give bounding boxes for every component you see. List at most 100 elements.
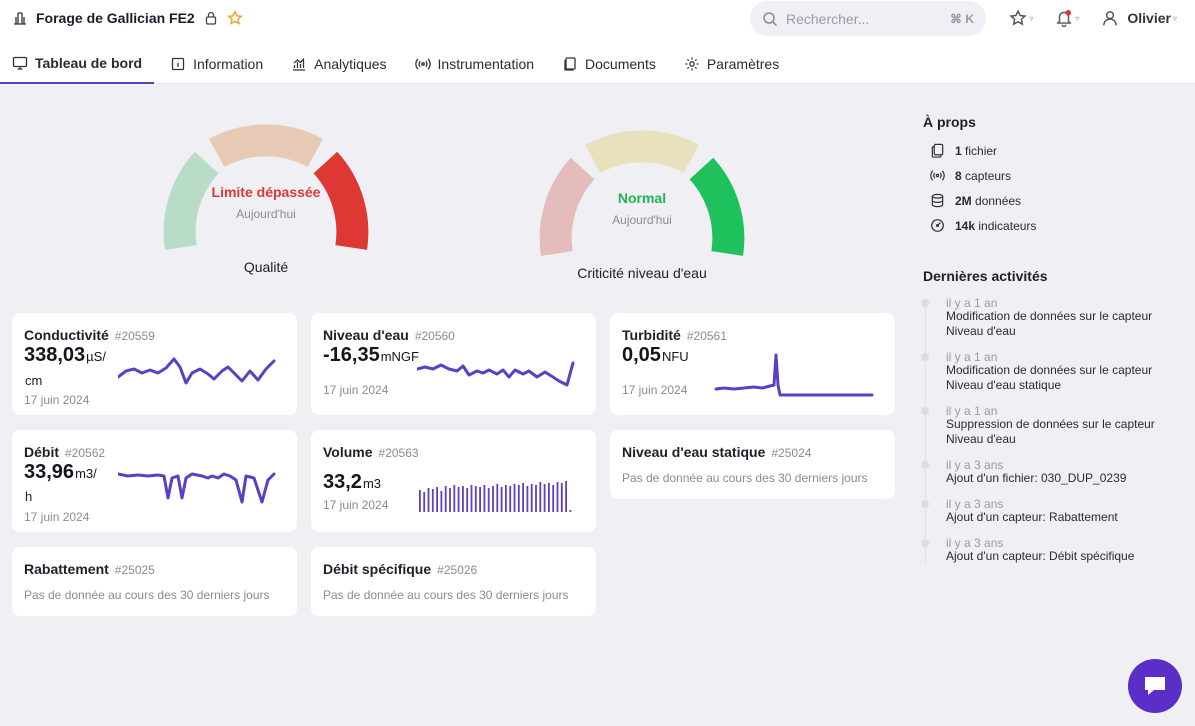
volume-bar [436,487,438,512]
gear-icon [685,57,699,71]
value-unit: m3 [362,476,381,491]
card-title-text: Volume [323,444,373,460]
gauge-status: Limite dépassée [211,184,321,200]
card-value: 33,2m3 [323,471,381,494]
sensor-card-volume[interactable]: Volume #20563 33,2m3 17 juin 2024 [311,430,596,532]
tab-settings[interactable]: Paramètres [672,44,791,84]
tab-documents[interactable]: Documents [550,44,668,84]
activities-title: Dernières activités [923,268,1048,284]
about-indicators: 14k indicateurs [930,218,1036,233]
sensor-card-drawdown[interactable]: Rabattement #25025 Pas de donnée au cours… [12,547,297,616]
tab-dashboard[interactable]: Tableau de bord [0,44,155,84]
timeline-dot [921,539,929,547]
activity-time: il y a 1 an [946,296,998,310]
volume-bar [556,482,559,512]
volume-bar [427,488,430,512]
activity-time: il y a 1 an [946,350,998,364]
card-date: 17 juin 2024 [622,383,688,397]
tab-label: Tableau de bord [35,55,143,71]
search-bar[interactable]: ⌘ K [750,1,986,36]
value-number: 0,05 [622,344,661,366]
about-label: capteurs [965,168,1012,183]
gauge-date: Aujourd'hui [236,207,296,221]
volume-bar [470,485,473,512]
tab-instrumentation[interactable]: Instrumentation [403,44,547,84]
about-count: 2M [955,193,972,208]
chevron-down-icon: ▿ [1172,13,1177,23]
sensor-card-static-water-level[interactable]: Niveau d'eau statique #25024 Pas de donné… [610,430,895,499]
lock-icon[interactable] [203,10,219,26]
search-input[interactable] [786,10,936,27]
notifications-button[interactable]: ▿ [1055,9,1079,27]
sparkline-chart [118,357,276,385]
user-menu-button[interactable]: Olivier ▿ [1101,9,1177,27]
card-title: Niveau d'eau #20560 [323,327,455,343]
site-header: Forage de Gallician FE2 [12,8,243,28]
volume-bar [530,484,533,512]
volume-bar [517,485,520,512]
info-icon [171,57,185,71]
activity-time: il y a 1 an [946,404,998,418]
sensor-id: #25026 [437,563,478,577]
sensor-id: #20561 [686,329,727,343]
tab-bar: Tableau de bord Information Analytiques … [0,44,795,84]
sensor-card-turbidity[interactable]: Turbidité #20561 0,05NFU 17 juin 2024 [610,313,895,415]
activity-time: il y a 3 ans [946,536,1004,550]
sensor-id: #25024 [771,446,812,460]
card-title-text: Débit [24,444,59,460]
site-title: Forage de Gallician FE2 [36,10,195,26]
tab-analytics[interactable]: Analytiques [279,44,398,84]
sensor-card-conductivity[interactable]: Conductivité #20559 338,03µS/ cm 17 juin … [12,313,297,415]
files-icon [931,143,944,158]
sensor-card-flow[interactable]: Débit #20562 33,96m3/ h 17 juin 2024 [12,430,297,532]
value-number: 33,2 [323,471,362,493]
sensor-card-water-level[interactable]: Niveau d'eau #20560 -16,35mNGF 17 juin 20… [311,313,596,415]
favorites-menu-button[interactable]: ▿ [1009,9,1033,27]
activity-time: il y a 3 ans [946,497,1004,511]
card-title: Turbidité #20561 [622,327,727,343]
value-number: -16,35 [323,344,380,366]
activity-time: il y a 3 ans [946,458,1004,472]
no-data-message: Pas de donnée au cours des 30 derniers j… [622,471,868,485]
about-count: 1 [955,143,962,158]
about-text: 1 fichier [955,144,997,158]
bar-sparkline-chart [419,481,572,512]
favorite-star-icon[interactable] [226,10,243,26]
about-label: indicateurs [978,218,1037,233]
timeline-line [925,300,926,564]
gauge-label: Qualité [243,259,289,275]
chat-button[interactable] [1128,659,1182,713]
about-text: 2M données [955,194,1021,208]
card-title-text: Conductivité [24,327,109,343]
volume-bar [466,488,469,512]
timeline-dot [921,353,929,361]
volume-bar [462,486,464,512]
sensor-card-specific-flow[interactable]: Débit spécifique #25026 Pas de donnée au … [311,547,596,616]
search-icon [763,11,778,26]
value-unit: m3/ [75,466,97,481]
volume-bar [543,484,546,512]
activity-description: Modification de données sur le capteur N… [946,363,1153,392]
activity-description: Ajout d'un capteur: Débit spécifique [946,549,1135,563]
card-title-text: Niveau d'eau [323,327,409,343]
volume-bar [487,488,490,512]
card-date: 17 juin 2024 [323,383,389,397]
tab-information[interactable]: Information [158,44,275,84]
value-number: 338,03 [24,344,86,366]
sparkline-chart [118,472,276,504]
card-date: 17 juin 2024 [24,393,90,407]
sensor-id: #20560 [414,329,455,343]
tab-label: Paramètres [706,56,780,72]
about-title: À props [923,114,976,130]
card-value: 338,03µS/ [24,344,106,367]
volume-bar [522,483,524,512]
card-title-text: Rabattement [24,561,109,577]
card-title: Niveau d'eau statique #25024 [622,444,811,460]
volume-bar [483,485,486,512]
chevron-down-icon: ▿ [1029,13,1034,23]
tab-label: Documents [585,56,656,72]
gauge-date: Aujourd'hui [612,213,672,227]
volume-bar [513,484,516,512]
tab-label: Instrumentation [437,56,535,72]
card-title-text: Turbidité [622,327,681,343]
